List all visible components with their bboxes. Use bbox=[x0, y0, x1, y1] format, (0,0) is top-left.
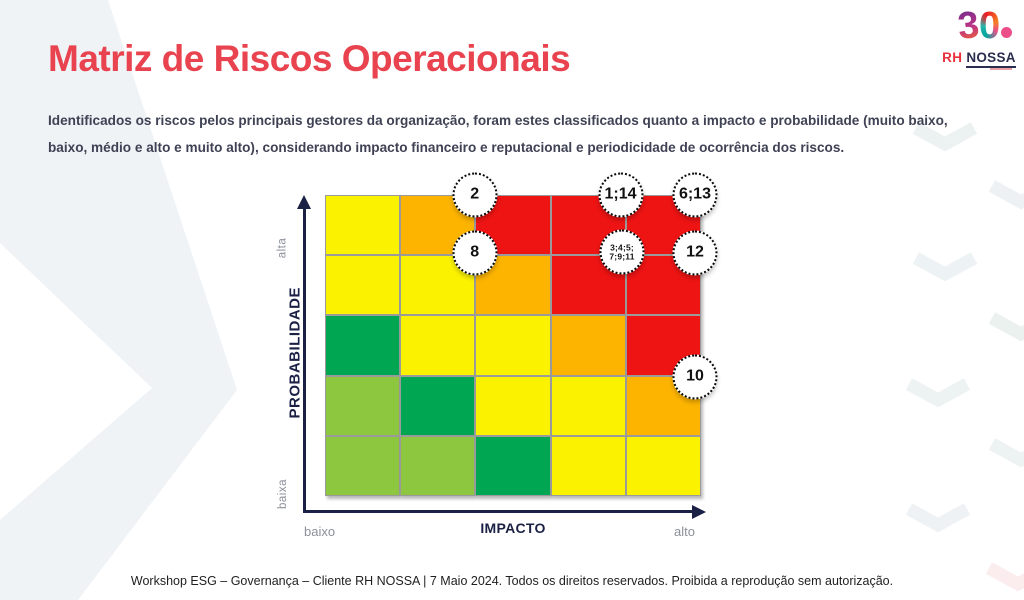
x-axis-line bbox=[303, 510, 693, 513]
logo-anos-badge bbox=[1001, 27, 1012, 38]
matrix-cell-r5-c2-lightgreen bbox=[400, 435, 476, 496]
y-axis-line bbox=[303, 208, 306, 513]
risk-badge-3-4-5-7-9-11: 3;4;5; 7;9;11 bbox=[599, 229, 645, 275]
intro-paragraph: Identificados os riscos pelos principais… bbox=[48, 113, 948, 155]
logo-nossa-text: NOSSA bbox=[966, 50, 1016, 68]
footer-copyright: Workshop ESG – Governança – Cliente RH N… bbox=[130, 574, 894, 588]
risk-badge-6-13: 6;13 bbox=[672, 172, 718, 218]
y-tick-alta: alta bbox=[276, 237, 289, 259]
chevron-down-icon bbox=[988, 438, 1024, 468]
risk-matrix-grid bbox=[325, 195, 701, 496]
chevron-down-icon bbox=[988, 180, 1024, 210]
matrix-cell-r5-c1-lightgreen bbox=[325, 435, 401, 496]
risk-badge-12: 12 bbox=[672, 230, 718, 276]
matrix-cell-r1-c1-yellow bbox=[325, 195, 401, 256]
chevron-down-icon bbox=[905, 378, 971, 408]
chevron-down-icon bbox=[905, 503, 971, 533]
logo-digit-3: 3 bbox=[955, 4, 982, 48]
x-axis-label: IMPACTO bbox=[480, 520, 546, 536]
logo-brand-text: RH NOSSA bbox=[940, 50, 1018, 68]
matrix-cell-r4-c3-yellow bbox=[475, 375, 551, 436]
logo-digit-0: 0 bbox=[979, 5, 1001, 47]
matrix-cell-r4-c2-green bbox=[400, 375, 476, 436]
matrix-cell-r2-c1-yellow bbox=[325, 255, 401, 316]
rh-nossa-logo: 3 0 RH NOSSA bbox=[940, 4, 1018, 70]
chevron-down-icon bbox=[912, 252, 978, 282]
chevron-down-icon bbox=[988, 312, 1024, 342]
logo-rh-text: RH bbox=[942, 50, 963, 65]
matrix-cell-r5-c5-yellow bbox=[625, 435, 701, 496]
matrix-cell-r5-c4-yellow bbox=[550, 435, 626, 496]
logo-tagline-bar bbox=[990, 68, 1012, 70]
matrix-cell-r3-c4-orange bbox=[550, 315, 626, 376]
risk-badge-2: 2 bbox=[452, 172, 498, 218]
matrix-cell-r3-c2-yellow bbox=[400, 315, 476, 376]
x-tick-alto: alto bbox=[674, 524, 695, 539]
matrix-cell-r3-c3-yellow bbox=[475, 315, 551, 376]
y-tick-baixa: baixa bbox=[277, 479, 289, 509]
matrix-cell-r4-c5-orange bbox=[625, 375, 701, 436]
y-axis-label: PROBABILIDADE bbox=[286, 286, 304, 419]
logo-30-anos: 3 0 bbox=[940, 4, 1018, 48]
matrix-cell-r4-c4-yellow bbox=[550, 375, 626, 436]
x-axis-arrowhead-icon bbox=[692, 505, 706, 519]
page-title: Matriz de Riscos Operacionais bbox=[48, 38, 571, 79]
matrix-cell-r5-c3-green bbox=[475, 435, 551, 496]
matrix-cell-r4-c1-lightgreen bbox=[325, 375, 401, 436]
risk-badge-8: 8 bbox=[452, 230, 498, 276]
y-axis-arrowhead-icon bbox=[297, 195, 311, 209]
x-tick-baixo: baixo bbox=[304, 524, 336, 539]
risk-badge-1-14: 1;14 bbox=[598, 172, 644, 218]
matrix-cell-r3-c1-green bbox=[325, 315, 401, 376]
risk-badge-10: 10 bbox=[672, 354, 718, 400]
